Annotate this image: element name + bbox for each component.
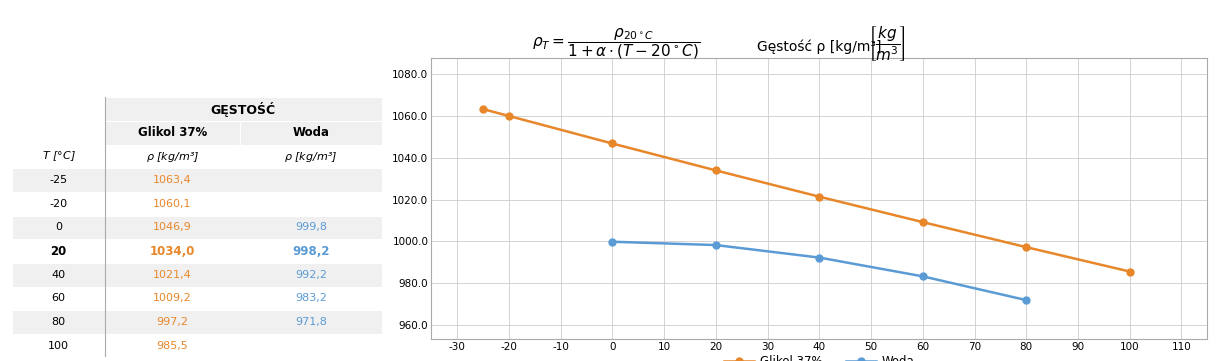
Text: $\rho_T = \dfrac{\rho_{20^\circ C}}{1 + \alpha \cdot (T - 20^\circ C)}$: $\rho_T = \dfrac{\rho_{20^\circ C}}{1 + … <box>532 26 700 61</box>
Bar <box>12 192 382 216</box>
Text: $\rho$ [kg/m³]: $\rho$ [kg/m³] <box>145 149 200 164</box>
Text: -20: -20 <box>49 199 68 209</box>
Bar <box>12 121 105 145</box>
Bar <box>12 334 382 357</box>
Text: 1009,2: 1009,2 <box>153 293 192 303</box>
Bar <box>12 97 105 121</box>
Title: Gęstość ρ [kg/m³]: Gęstość ρ [kg/m³] <box>756 39 882 54</box>
Bar <box>12 145 105 168</box>
Text: 1046,9: 1046,9 <box>153 222 192 232</box>
Bar <box>12 287 382 310</box>
Text: 1021,4: 1021,4 <box>153 270 192 280</box>
Text: 1063,4: 1063,4 <box>153 175 192 185</box>
Text: 60: 60 <box>52 293 65 303</box>
Text: 20: 20 <box>51 244 67 257</box>
Bar <box>105 145 240 168</box>
Bar <box>240 145 382 168</box>
Text: $T$ [°C]: $T$ [°C] <box>42 150 75 164</box>
Bar <box>105 121 240 145</box>
Text: $\left[\dfrac{kg}{m^3}\right]$: $\left[\dfrac{kg}{m^3}\right]$ <box>869 24 906 63</box>
Text: 999,8: 999,8 <box>296 222 326 232</box>
Text: 998,2: 998,2 <box>292 244 330 257</box>
Text: 1034,0: 1034,0 <box>150 244 195 257</box>
Bar <box>105 97 382 121</box>
Text: 985,5: 985,5 <box>156 340 188 351</box>
Text: 992,2: 992,2 <box>296 270 326 280</box>
Text: 1060,1: 1060,1 <box>153 199 192 209</box>
Text: $\rho$ [kg/m³]: $\rho$ [kg/m³] <box>285 149 338 164</box>
Bar <box>12 216 382 239</box>
Text: Woda: Woda <box>292 126 330 139</box>
Text: 997,2: 997,2 <box>156 317 188 327</box>
Text: 0: 0 <box>55 222 62 232</box>
Text: GĘSTOŚĆ: GĘSTOŚĆ <box>211 102 276 117</box>
Bar <box>240 121 382 145</box>
Text: 971,8: 971,8 <box>296 317 326 327</box>
Bar <box>12 239 382 263</box>
Legend: Glikol 37%, Woda: Glikol 37%, Woda <box>719 351 919 361</box>
Bar <box>12 263 382 287</box>
Text: 80: 80 <box>52 317 65 327</box>
Bar <box>12 310 382 334</box>
Text: 983,2: 983,2 <box>296 293 326 303</box>
Text: -25: -25 <box>49 175 68 185</box>
Text: 100: 100 <box>48 340 69 351</box>
Text: Glikol 37%: Glikol 37% <box>138 126 207 139</box>
Text: 40: 40 <box>52 270 65 280</box>
Bar <box>12 168 382 192</box>
